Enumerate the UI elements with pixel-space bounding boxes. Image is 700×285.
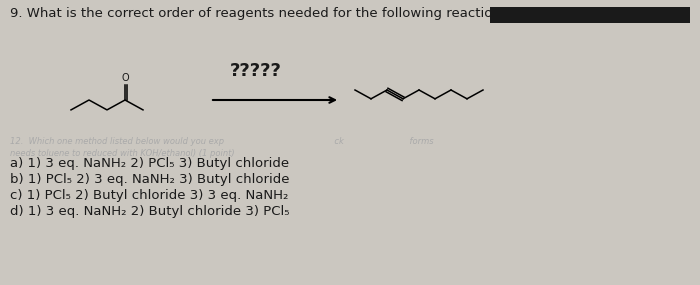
Text: O: O <box>121 73 129 83</box>
Text: needs toluene to reduced with KOH/ethanol) (1 point): needs toluene to reduced with KOH/ethano… <box>10 149 235 158</box>
Text: d) 1) 3 eq. NaNH₂ 2) Butyl chloride 3) PCl₅: d) 1) 3 eq. NaNH₂ 2) Butyl chloride 3) P… <box>10 205 290 218</box>
Text: a) 1) 3 eq. NaNH₂ 2) PCl₅ 3) Butyl chloride: a) 1) 3 eq. NaNH₂ 2) PCl₅ 3) Butyl chlor… <box>10 157 289 170</box>
Text: 9. What is the correct order of reagents needed for the following reaction?: 9. What is the correct order of reagents… <box>10 7 508 20</box>
Text: c) 1) PCl₅ 2) Butyl chloride 3) 3 eq. NaNH₂: c) 1) PCl₅ 2) Butyl chloride 3) 3 eq. Na… <box>10 189 288 202</box>
Text: 12.  Which one method listed below would you exp                                : 12. Which one method listed below would … <box>10 137 433 146</box>
FancyBboxPatch shape <box>490 7 690 23</box>
Text: b) 1) PCl₅ 2) 3 eq. NaNH₂ 3) Butyl chloride: b) 1) PCl₅ 2) 3 eq. NaNH₂ 3) Butyl chlor… <box>10 173 290 186</box>
Text: ?????: ????? <box>230 62 282 80</box>
